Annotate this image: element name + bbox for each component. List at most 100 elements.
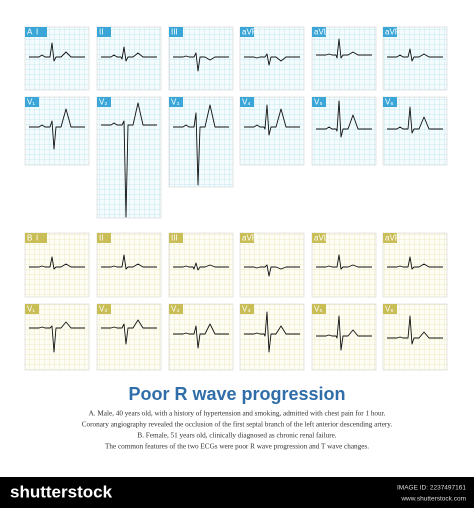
ecg-grid: [24, 232, 90, 298]
lead-label: I: [36, 234, 38, 243]
ecg-grid: [311, 232, 377, 298]
lead-label: V₂: [99, 305, 107, 314]
lead-label: V₃: [171, 305, 180, 314]
ecg-panel: V₂: [96, 96, 162, 219]
lead-label-box: [312, 233, 326, 243]
lead-label: V₄: [242, 305, 251, 314]
lead-label: V₁: [27, 305, 35, 314]
lead-label-box: [240, 233, 254, 243]
lead-label: III: [171, 28, 178, 37]
lead-label-box: [97, 97, 111, 107]
ecg-trace: [244, 104, 300, 136]
lead-label-box: [25, 304, 39, 314]
lead-label-box: [169, 97, 183, 107]
ecg-panel: V₃: [168, 303, 234, 371]
ecg-grid: [96, 26, 162, 91]
ecg-panel: aVL: [311, 26, 377, 91]
ecg-panel: aVF: [382, 26, 448, 91]
caption-line: The common features of the two ECGs were…: [105, 443, 369, 451]
footer-bar: [0, 477, 474, 508]
ecg-trace: [387, 106, 443, 134]
lead-label-box: [240, 27, 254, 37]
ecg-grid: [96, 303, 162, 371]
lead-label: I: [36, 28, 38, 37]
ecg-trace: [29, 108, 85, 150]
caption-line: B. Female, 51 years old, clinically diag…: [137, 432, 336, 440]
lead-label-box: [312, 27, 326, 37]
lead-label-box: [97, 233, 111, 243]
ecg-trace: [316, 254, 372, 270]
ecg-grid: [96, 232, 162, 298]
caption-line: Coronary angiography revealed the occlus…: [82, 421, 393, 429]
ecg-trace: [101, 46, 157, 62]
ecg-panel: II: [96, 232, 162, 298]
ecg-grid: [382, 26, 448, 91]
ecg-panel: V₅: [311, 303, 377, 371]
lead-label-box: [169, 233, 183, 243]
lead-label-box: [25, 97, 39, 107]
ecg-panel: V₁: [24, 96, 90, 166]
ecg-panel: III: [168, 26, 234, 91]
lead-label-box: [312, 304, 326, 314]
panel-label: B: [27, 234, 32, 243]
ecg-grid: [382, 303, 448, 371]
lead-label: aVR: [242, 28, 258, 37]
lead-label: V₆: [385, 98, 394, 107]
ecg-trace: [173, 52, 229, 72]
ecg-grid: [96, 96, 162, 219]
lead-label: aVL: [314, 234, 329, 243]
lead-label-box: [25, 233, 47, 243]
lead-label: V₃: [171, 98, 180, 107]
ecg-panel: II: [96, 26, 162, 91]
ecg-panel: aVR: [239, 232, 305, 298]
lead-label-box: [97, 27, 111, 37]
caption-line: A. Male, 40 years old, with a history of…: [89, 410, 386, 418]
lead-label-box: [169, 304, 183, 314]
ecg-trace: [101, 319, 157, 345]
ecg-panel: V₅: [311, 96, 377, 166]
ecg-trace: [173, 323, 229, 349]
ecg-trace: [244, 264, 300, 277]
ecg-grid: [311, 26, 377, 91]
ecg-trace: [387, 48, 443, 62]
lead-label: V₆: [385, 305, 394, 314]
lead-label: aVF: [385, 234, 400, 243]
ecg-trace: [29, 42, 85, 62]
ecg-grid: [168, 303, 234, 371]
lead-label: V₄: [242, 98, 251, 107]
ecg-grid: [239, 303, 305, 371]
lead-label: II: [99, 234, 103, 243]
footer-site: www.shutterstock.com: [400, 496, 466, 503]
ecg-panel: V₄: [239, 96, 305, 166]
ecg-panel: V₂: [96, 303, 162, 371]
lead-label: II: [99, 28, 103, 37]
ecg-grid: [311, 96, 377, 166]
lead-label: V₂: [99, 98, 107, 107]
ecg-panel: V₆: [382, 96, 448, 166]
title: Poor R wave progression: [128, 384, 345, 404]
ecg-trace: [29, 256, 85, 270]
ecg-trace: [29, 321, 85, 353]
ecg-grid: [24, 26, 90, 91]
ecg-grid: [168, 96, 234, 188]
ecg-grid: [239, 96, 305, 166]
ecg-panel: V₁: [24, 303, 90, 371]
ecg-grid: [382, 96, 448, 166]
ecg-trace: [244, 311, 300, 353]
ecg-trace: [101, 254, 157, 270]
lead-label-box: [312, 97, 326, 107]
lead-label: V₁: [27, 98, 35, 107]
ecg-grid: [24, 96, 90, 166]
lead-label-box: [97, 304, 111, 314]
ecg-trace: [316, 100, 372, 138]
ecg-trace: [173, 104, 229, 186]
lead-label: aVL: [314, 28, 329, 37]
lead-label-box: [169, 27, 183, 37]
ecg-trace: [316, 315, 372, 351]
ecg-grid: [311, 303, 377, 371]
